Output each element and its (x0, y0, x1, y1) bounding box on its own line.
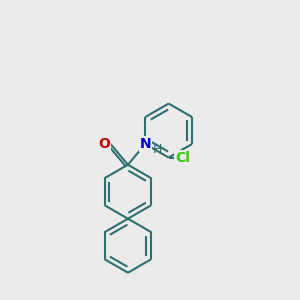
Text: H: H (153, 143, 162, 156)
Text: Cl: Cl (175, 151, 190, 164)
Text: O: O (98, 136, 110, 151)
Text: N: N (140, 137, 151, 151)
